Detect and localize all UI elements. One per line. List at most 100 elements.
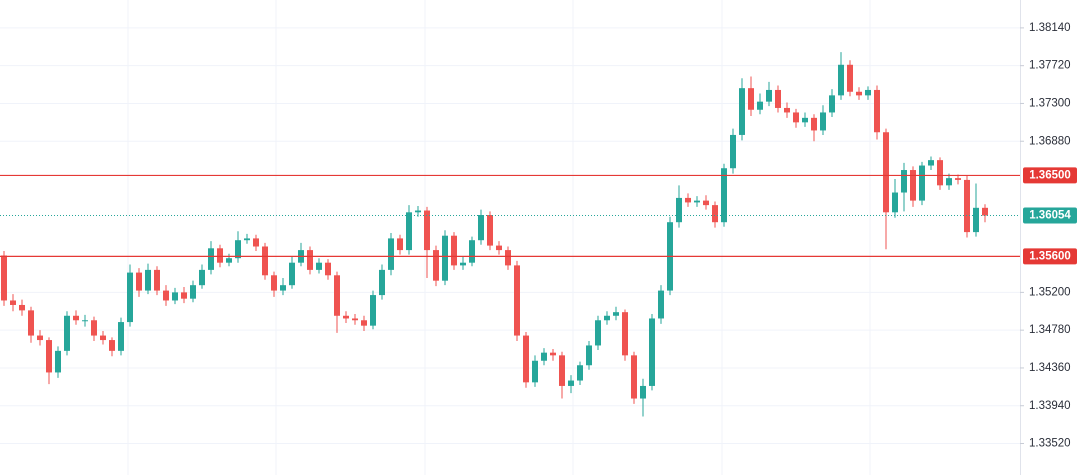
candle-body xyxy=(433,250,439,281)
candle-body xyxy=(946,178,952,186)
candle-body xyxy=(217,248,223,263)
candle-body xyxy=(388,238,394,270)
candle-body xyxy=(676,197,682,223)
candle-body xyxy=(937,160,943,186)
candle-body xyxy=(892,192,898,213)
candle-body xyxy=(901,170,907,193)
candle-body xyxy=(289,262,295,286)
candle-body xyxy=(172,292,178,301)
candle-body xyxy=(73,315,79,321)
candle-body xyxy=(766,89,772,102)
candle-body xyxy=(235,240,241,259)
candle-body xyxy=(694,200,700,203)
candle-body xyxy=(55,350,61,373)
candle-body xyxy=(910,170,916,201)
y-tick-label: 1.33520 xyxy=(1029,438,1071,450)
candle-body xyxy=(118,322,124,351)
candle-body xyxy=(424,210,430,251)
candle-body xyxy=(10,300,16,305)
candle-body xyxy=(163,290,169,301)
candle-body xyxy=(271,275,277,291)
candle-body xyxy=(19,304,25,311)
candle-body xyxy=(46,340,52,373)
y-tick-label: 1.37720 xyxy=(1029,60,1071,72)
candle-body xyxy=(811,117,817,131)
candle-body xyxy=(109,340,115,351)
candle-body xyxy=(649,318,655,386)
candle-body xyxy=(730,134,736,169)
candle-body xyxy=(748,88,754,110)
candle-body xyxy=(460,262,466,266)
candle-body xyxy=(559,355,565,386)
candle-body xyxy=(496,245,502,251)
candle-body xyxy=(127,272,133,323)
candle-body xyxy=(703,200,709,206)
candle-body xyxy=(604,315,610,321)
candle-body xyxy=(442,235,448,281)
candles xyxy=(1,52,988,417)
level-label: 1.36500 xyxy=(1029,169,1071,181)
candle-body xyxy=(622,312,628,356)
candle-body xyxy=(613,312,619,316)
last-price-box xyxy=(1023,207,1077,224)
candle-body xyxy=(919,165,925,201)
candle-body xyxy=(181,292,187,299)
candle-body xyxy=(640,385,646,399)
candle-body xyxy=(406,212,412,251)
candle-body xyxy=(820,112,826,131)
candle-body xyxy=(802,117,808,123)
candle-body xyxy=(523,335,529,383)
candle-body xyxy=(325,262,331,276)
candle-body xyxy=(856,91,862,96)
candle-body xyxy=(721,168,727,223)
level-label: 1.35600 xyxy=(1029,250,1071,262)
last-price-label: 1.36054 xyxy=(1029,210,1071,222)
candle-body xyxy=(1,255,7,301)
candle-body xyxy=(685,197,691,203)
candle-body xyxy=(253,238,259,247)
candle-body xyxy=(226,258,232,263)
candle-body xyxy=(775,89,781,108)
y-tick-label: 1.35200 xyxy=(1029,286,1071,298)
candle-body xyxy=(208,248,214,270)
candle-body xyxy=(982,207,988,216)
candle-body xyxy=(370,295,376,326)
candle-body xyxy=(829,95,835,113)
y-tick-label: 1.38140 xyxy=(1029,22,1071,34)
candle-body xyxy=(379,269,385,296)
level-box xyxy=(1023,167,1077,184)
candle-body xyxy=(541,352,547,361)
candle-body xyxy=(883,132,889,213)
candle-body xyxy=(505,250,511,266)
y-tick-label: 1.34360 xyxy=(1029,362,1071,374)
candle-body xyxy=(100,335,106,341)
candle-body xyxy=(145,269,151,291)
candle-body xyxy=(451,235,457,266)
candle-body xyxy=(190,285,196,299)
candle-body xyxy=(838,64,844,96)
candle-body xyxy=(316,262,322,270)
candle-body xyxy=(928,160,934,166)
candle-body xyxy=(28,310,34,336)
candle-body xyxy=(397,238,403,251)
candle-body xyxy=(793,112,799,123)
candle-body xyxy=(244,238,250,241)
candle-body xyxy=(973,207,979,233)
candle-body xyxy=(415,210,421,213)
candle-body xyxy=(514,265,520,336)
candle-body xyxy=(487,215,493,246)
level-box xyxy=(1023,248,1077,265)
y-tick-label: 1.34780 xyxy=(1029,324,1071,336)
candle-body xyxy=(532,360,538,383)
candle-body xyxy=(469,240,475,263)
candle-body xyxy=(91,320,97,336)
candle-body xyxy=(37,335,43,341)
candle-body xyxy=(658,290,664,319)
candle-body xyxy=(478,215,484,241)
candle-body xyxy=(361,320,367,326)
candle-body xyxy=(280,285,286,291)
candle-body xyxy=(595,320,601,346)
candle-body xyxy=(757,101,763,110)
candle-body xyxy=(136,272,142,291)
